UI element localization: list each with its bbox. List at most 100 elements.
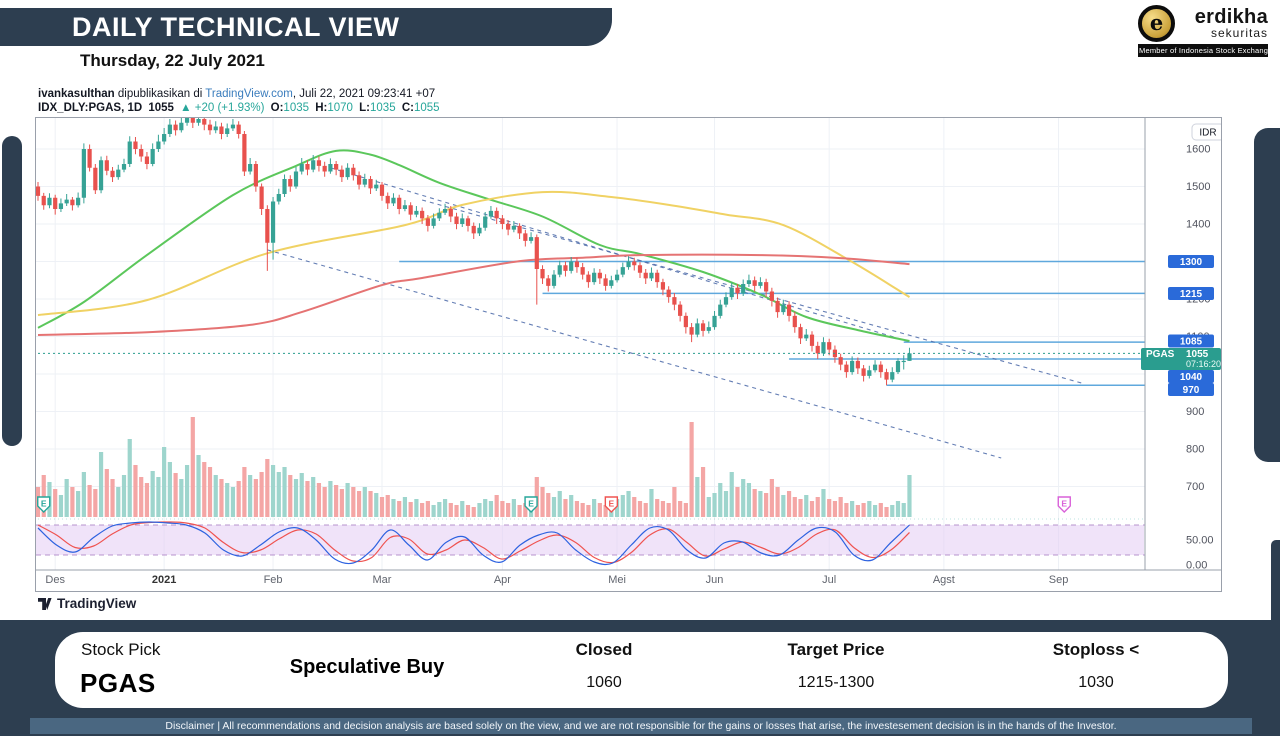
candles-layer <box>36 118 912 386</box>
brand-logo-letter: e <box>1149 10 1164 35</box>
pgas-last-price-label <box>1141 348 1221 370</box>
stochastic-k-line <box>37 521 910 566</box>
attribution-timestamp: , Juli 22, 2021 09:23:41 +07 <box>292 88 436 100</box>
decor-left-bar <box>2 136 22 446</box>
time-tick-Jul[interactable]: Jul <box>822 574 836 586</box>
trendline-3 <box>267 249 1002 459</box>
earnings-icon[interactable] <box>604 496 619 513</box>
decor-right-bar <box>1254 128 1280 462</box>
earnings-icon[interactable] <box>524 496 538 513</box>
brand-logo: e erdikha sekuritas Member of Indonesia … <box>1138 5 1273 57</box>
tradingview-link[interactable]: TradingView.com <box>205 88 293 100</box>
brand-subtitle: sekuritas <box>1210 26 1268 40</box>
price-label-1040 <box>1168 370 1214 383</box>
report-banner: DAILY TECHNICAL VIEW <box>0 8 612 46</box>
high-label: H: <box>315 102 328 114</box>
open-label: O: <box>270 102 284 114</box>
price-label-1300 <box>1168 255 1214 268</box>
trendline-2 <box>421 199 1082 384</box>
price-label-1215 <box>1168 287 1214 300</box>
stoploss-label: Stoploss < <box>1052 640 1140 659</box>
price-label-970 <box>1168 383 1214 396</box>
svg-text:E: E <box>608 499 614 509</box>
svg-text:E: E <box>41 499 47 509</box>
brand-name: erdikha <box>1194 6 1268 28</box>
stock-pick-label: Stock Pick <box>81 640 161 659</box>
close-label: C: <box>401 102 414 114</box>
ma-slow-line <box>37 253 910 336</box>
svg-text:E: E <box>1061 499 1067 509</box>
candlestick-chart-svg[interactable]: EEEE160015001400130012001100100090080070… <box>35 117 1222 592</box>
volume-layer <box>35 417 912 517</box>
time-tick-Sep[interactable]: Sep <box>1049 574 1069 586</box>
time-tick-Apr[interactable]: Apr <box>494 574 511 586</box>
price-tick: 900 <box>1186 406 1204 418</box>
time-tick-Des[interactable]: Des <box>45 574 65 586</box>
earnings-icon[interactable] <box>1057 496 1071 513</box>
recommendation: Speculative Buy <box>289 656 445 678</box>
moving-averages-layer <box>37 149 911 342</box>
stochastic-band <box>36 525 1144 555</box>
svg-text:1040: 1040 <box>1180 372 1203 383</box>
svg-text:07:16:20: 07:16:20 <box>1186 359 1221 369</box>
price-tick: 700 <box>1186 481 1204 493</box>
chart-author: ivankasulthan <box>38 88 115 100</box>
stochastic-d-line <box>37 521 910 564</box>
price-tick: 1600 <box>1186 144 1210 156</box>
stock-pick-card <box>55 632 1228 708</box>
tradingview-label: TradingView <box>57 596 137 611</box>
symbol-name: IDX_DLY:PGAS, 1D <box>38 102 143 114</box>
time-tick-Feb[interactable]: Feb <box>264 574 283 586</box>
closed-label: Closed <box>575 640 633 659</box>
open-value: 1035 <box>283 102 310 114</box>
brand-tagline: Member of Indonesia Stock Exchange <box>1138 44 1273 57</box>
ma-medium-line <box>37 190 911 317</box>
trendlines-layer <box>267 167 1082 459</box>
svg-text:0.00: 0.00 <box>1186 560 1207 572</box>
price-change: ▲ +20 (+1.93%) <box>180 102 265 114</box>
time-tick-Agst[interactable]: Agst <box>933 574 955 586</box>
stoploss-value: 1030 <box>1078 674 1114 691</box>
target-price-value: 1215-1300 <box>797 674 875 691</box>
stock-ticker: PGAS <box>80 668 156 698</box>
price-tick: 800 <box>1186 444 1204 456</box>
svg-text:1300: 1300 <box>1180 257 1203 268</box>
svg-text:PGAS: PGAS <box>1146 349 1175 360</box>
last-price: 1055 <box>148 102 174 114</box>
earnings-icon[interactable] <box>37 496 51 513</box>
symbol-ohlc-line: IDX_DLY:PGAS, 1D 1055 ▲ +20 (+1.93%) O:1… <box>38 101 443 115</box>
time-tick-Jun[interactable]: Jun <box>706 574 724 586</box>
currency-label: IDR <box>1199 128 1216 139</box>
decor-right-bar-small <box>1271 540 1280 652</box>
stochastic-layer <box>36 521 1145 566</box>
high-value: 1070 <box>327 102 353 114</box>
price-tick: 1400 <box>1186 219 1210 231</box>
report-date: Thursday, 22 July 2021 <box>80 51 265 70</box>
svg-text:970: 970 <box>1183 385 1200 396</box>
price-label-1085 <box>1168 334 1214 348</box>
tradingview-watermark[interactable]: TradingView <box>36 595 136 612</box>
price-tick: 1500 <box>1186 181 1210 193</box>
chart-attribution: ivankasulthan dipublikasikan di TradingV… <box>38 88 435 101</box>
low-value: 1035 <box>370 102 396 114</box>
time-tick-Mar[interactable]: Mar <box>373 574 392 586</box>
disclaimer-bar: Disclaimer | All recommendations and dec… <box>30 718 1252 734</box>
svg-text:E: E <box>528 499 534 509</box>
svg-text:1055: 1055 <box>1186 349 1209 360</box>
svg-text:50.00: 50.00 <box>1186 535 1214 547</box>
svg-text:1215: 1215 <box>1180 289 1203 300</box>
svg-text:1085: 1085 <box>1180 337 1203 348</box>
chart-border <box>35 117 1222 592</box>
target-price-label: Target Price <box>787 640 885 659</box>
brand-logo-icon: e <box>1138 5 1175 42</box>
tradingview-icon <box>38 598 52 610</box>
time-tick-Mei[interactable]: Mei <box>608 574 626 586</box>
attribution-text: dipublikasikan di <box>114 88 206 100</box>
page-title: DAILY TECHNICAL VIEW <box>72 12 400 42</box>
currency-button[interactable] <box>1191 123 1222 141</box>
ma-fast-line <box>37 149 910 342</box>
time-tick-2021[interactable]: 2021 <box>152 574 176 586</box>
